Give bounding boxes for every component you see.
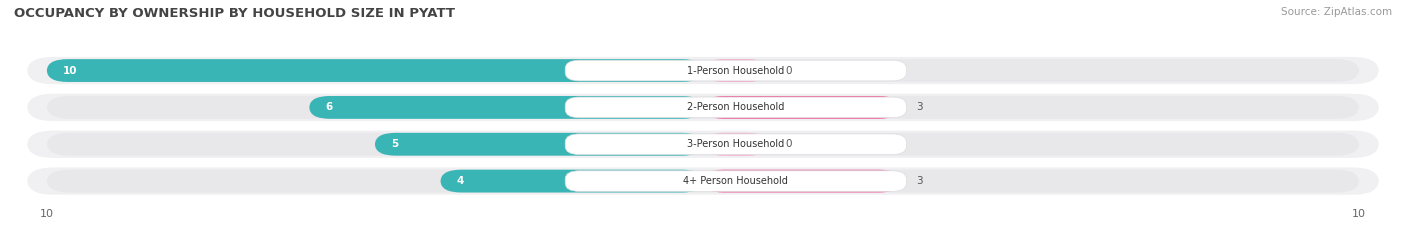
Text: 1-Person Household: 1-Person Household [688, 65, 785, 75]
FancyBboxPatch shape [27, 94, 1379, 121]
FancyBboxPatch shape [703, 133, 769, 156]
FancyBboxPatch shape [46, 59, 1360, 82]
FancyBboxPatch shape [703, 96, 900, 119]
FancyBboxPatch shape [46, 170, 1360, 192]
Text: 4+ Person Household: 4+ Person Household [683, 176, 789, 186]
FancyBboxPatch shape [440, 170, 703, 192]
Text: 0: 0 [785, 139, 792, 149]
FancyBboxPatch shape [46, 133, 1360, 156]
Text: 3: 3 [917, 102, 922, 112]
FancyBboxPatch shape [565, 134, 907, 154]
Text: 10: 10 [63, 65, 77, 75]
FancyBboxPatch shape [27, 131, 1379, 158]
Text: 6: 6 [326, 102, 333, 112]
Text: 0: 0 [785, 65, 792, 75]
FancyBboxPatch shape [309, 96, 703, 119]
FancyBboxPatch shape [565, 171, 907, 191]
FancyBboxPatch shape [565, 60, 907, 81]
Text: 4: 4 [457, 176, 464, 186]
Text: 5: 5 [391, 139, 398, 149]
Text: 2-Person Household: 2-Person Household [688, 102, 785, 112]
FancyBboxPatch shape [27, 57, 1379, 84]
FancyBboxPatch shape [703, 59, 769, 82]
FancyBboxPatch shape [46, 59, 703, 82]
FancyBboxPatch shape [27, 168, 1379, 195]
FancyBboxPatch shape [565, 97, 907, 118]
FancyBboxPatch shape [46, 96, 1360, 119]
FancyBboxPatch shape [703, 170, 900, 192]
Text: OCCUPANCY BY OWNERSHIP BY HOUSEHOLD SIZE IN PYATT: OCCUPANCY BY OWNERSHIP BY HOUSEHOLD SIZE… [14, 7, 456, 20]
Text: 3-Person Household: 3-Person Household [688, 139, 785, 149]
Text: 3: 3 [917, 176, 922, 186]
Text: Source: ZipAtlas.com: Source: ZipAtlas.com [1281, 7, 1392, 17]
FancyBboxPatch shape [375, 133, 703, 156]
